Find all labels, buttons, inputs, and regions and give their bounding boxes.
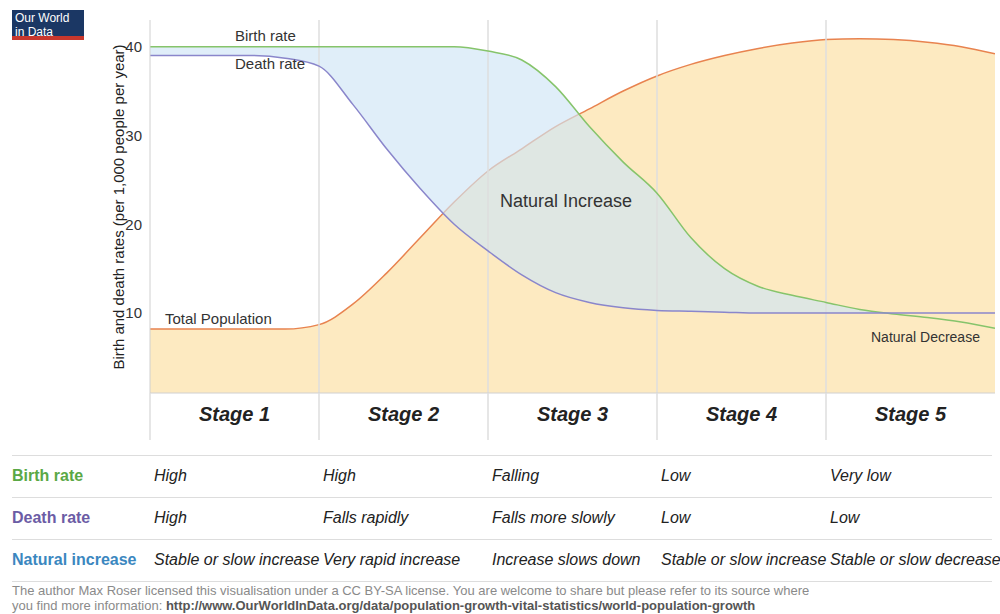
html-text:Stable or slow increase Stable: Stable or slow increase Stable or slow d… [661,551,1000,568]
html-text:High: High [154,467,187,484]
html-text:Birth and death rates (per 1,0: Birth and death rates (per 1,000 people … [109,43,127,370]
html-text:Birth rate: Birth rate [12,467,84,484]
html-text:Natural Decrease: Natural Decrease [871,329,980,345]
html-text:Birth rate: Birth rate [235,27,296,44]
html-text:Stage 5: Stage 5 [874,403,947,425]
html-text:Very low: Very low [830,467,891,484]
html-text:Falls rapidly: Falls rapidly [323,509,409,526]
svg-text:10: 10 [125,304,142,321]
html-text:Stage 1: Stage 1 [198,403,271,425]
html-text:Death rate: Death rate [235,55,305,72]
html-text:High: High [323,467,356,484]
html-text:Our World in Data: Our World in Data [15,11,70,39]
html-text:The author Max Roser licensed: The author Max Roser licensed this visua… [12,583,810,613]
svg-text:20: 20 [125,216,142,233]
html-text:Stage 2: Stage 2 [367,403,440,425]
svg-text:40: 40 [125,38,142,55]
html-text:Death rate: Death rate [12,509,91,526]
html-text:Total Population: Total Population [165,310,272,327]
html-text:Low: Low [830,509,860,526]
html-text:Increase slows down: Increase slows down [492,551,641,568]
html-text:Low: Low [661,509,691,526]
svg-text:30: 30 [125,127,142,144]
html-text:Natural increase: Natural increase [12,551,137,568]
html-text:Low: Low [661,467,691,484]
html-text:High: High [154,509,187,526]
html-text:Stable or slow increase Very r: Stable or slow increase Very rapid incre… [154,551,461,568]
html-text:Falls more slowly: Falls more slowly [492,509,615,526]
html-text:Stage 3: Stage 3 [536,403,609,425]
html-text:Stage 4: Stage 4 [705,403,778,425]
html-text:Natural Increase: Natural Increase [500,191,633,211]
html-text:Falling: Falling [492,467,540,484]
